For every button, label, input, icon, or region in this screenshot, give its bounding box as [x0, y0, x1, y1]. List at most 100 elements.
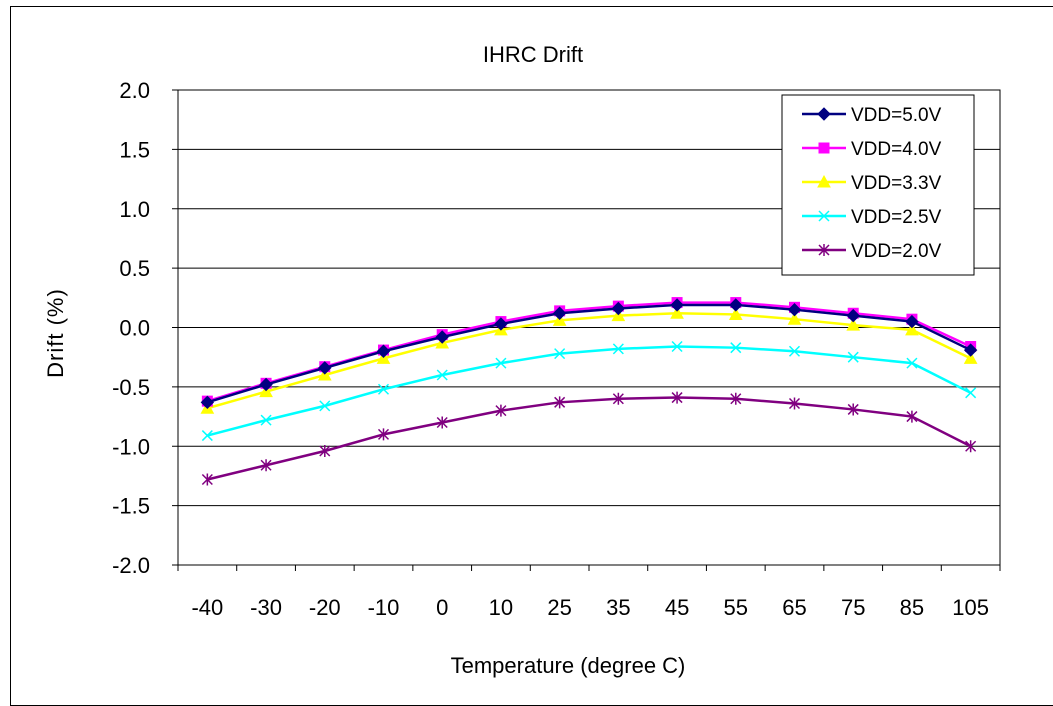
data-point: [788, 397, 801, 410]
data-point: [554, 396, 566, 409]
data-point: [730, 392, 742, 405]
data-point: [963, 343, 978, 357]
legend-label: VDD=4.0V: [851, 139, 942, 160]
x-tick-label: -30: [250, 595, 282, 620]
data-point: [376, 344, 391, 358]
series-VDD=2.0V: [201, 391, 977, 486]
y-axis-title: Drift (%): [43, 288, 68, 378]
data-point: [436, 369, 448, 381]
data-point: [377, 428, 390, 441]
x-tick-label: 45: [665, 595, 689, 620]
data-point: [552, 306, 567, 320]
data-point: [495, 357, 507, 369]
legend: VDD=5.0V VDD=4.0V VDD=3.3V VDD=2.5V VDD=2.0V: [781, 94, 975, 276]
legend-item: VDD=5.0V: [802, 105, 942, 126]
y-tick-label: 0.5: [119, 256, 150, 281]
legend-items: VDD=5.0V VDD=4.0V VDD=3.3V VDD=2.5V VDD=2.0V: [802, 105, 942, 262]
legend-item: VDD=3.3V: [802, 173, 942, 194]
data-point: [260, 414, 272, 426]
data-point: [847, 403, 859, 416]
data-point: [965, 440, 977, 453]
series-line: [207, 396, 972, 481]
legend-label: VDD=3.3V: [851, 173, 942, 194]
legend-label: VDD=2.0V: [851, 241, 942, 262]
y-tick-label: 1.5: [119, 137, 150, 162]
data-point: [200, 395, 215, 410]
x-tick-label: 35: [606, 595, 630, 620]
data-point: [905, 322, 919, 336]
data-point: [612, 392, 624, 405]
y-tick-label: 0.0: [119, 316, 150, 341]
x-tick-label: 85: [900, 595, 924, 620]
data-point: [319, 400, 331, 412]
data-point: [847, 351, 859, 363]
legend-item: VDD=2.0V: [802, 241, 942, 262]
data-point: [728, 307, 743, 320]
data-point: [259, 377, 273, 392]
chart-title: IHRC Drift: [483, 42, 583, 67]
series-VDD=2.5V: [201, 340, 977, 442]
data-point: [846, 308, 860, 323]
y-tick-label: 1.0: [119, 197, 150, 222]
data-point: [906, 410, 918, 423]
data-point: [670, 306, 684, 319]
series-line: [206, 303, 972, 404]
data-point: [730, 342, 742, 354]
x-axis-title: Temperature (degree C): [451, 653, 686, 678]
series-VDD=5.0V: [200, 298, 978, 410]
series-VDD=3.3V: [200, 306, 978, 414]
legend-item: VDD=4.0V: [802, 139, 942, 160]
y-tick-label: -0.5: [112, 375, 150, 400]
legend-item: VDD=2.5V: [802, 207, 942, 228]
legend-label: VDD=5.0V: [851, 105, 942, 126]
data-point: [963, 351, 978, 364]
x-tick-label: -10: [368, 595, 400, 620]
data-point: [494, 317, 508, 331]
data-point: [965, 387, 977, 399]
data-point: [260, 459, 272, 472]
data-point: [729, 298, 743, 312]
series-lines: [200, 297, 978, 486]
data-point: [817, 174, 831, 188]
y-tick-label: -2.0: [112, 553, 150, 578]
x-tick-label: 0: [436, 595, 448, 620]
x-axis-ticks: [177, 565, 1001, 571]
data-point: [818, 244, 830, 256]
data-point: [905, 314, 919, 329]
data-point: [319, 445, 331, 457]
data-point: [787, 312, 802, 325]
data-point: [495, 404, 507, 417]
data-point: [201, 430, 213, 442]
x-tick-label: 75: [841, 595, 865, 620]
data-point: [377, 383, 390, 395]
y-tick-label: -1.0: [112, 434, 150, 459]
y-axis-labels: 2.0 1.5 1.0 0.5 0.0 -0.5 -1.0 -1.5 -2.0: [112, 78, 178, 578]
data-point: [846, 318, 861, 331]
data-point: [787, 302, 802, 317]
data-point: [201, 473, 213, 486]
x-tick-label: 55: [724, 595, 748, 620]
data-point: [435, 330, 449, 344]
data-point: [670, 298, 684, 312]
data-point: [817, 107, 831, 121]
y-tick-label: -1.5: [112, 494, 150, 519]
x-tick-label: 65: [782, 595, 806, 620]
x-tick-label: 10: [489, 595, 513, 620]
data-point: [906, 357, 918, 369]
data-point: [671, 391, 683, 404]
data-point: [611, 301, 626, 316]
data-point: [318, 361, 332, 375]
x-tick-label: -40: [191, 595, 223, 620]
data-point: [818, 142, 830, 154]
x-tick-label: -20: [309, 595, 341, 620]
x-tick-label: 25: [547, 595, 571, 620]
legend-box: [781, 94, 975, 276]
data-point: [818, 210, 830, 222]
data-point: [671, 340, 683, 353]
x-tick-label: 105: [952, 595, 989, 620]
data-point: [788, 345, 801, 357]
y-tick-label: 2.0: [119, 78, 150, 103]
data-point: [612, 343, 624, 355]
legend-label: VDD=2.5V: [851, 207, 942, 228]
